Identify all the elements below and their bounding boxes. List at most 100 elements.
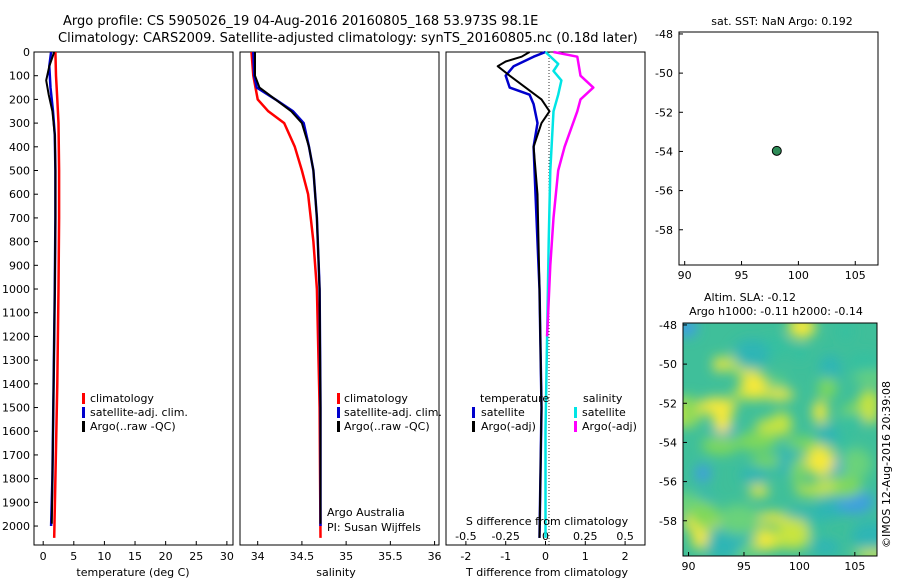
t-diff-xlabel: T difference from climatology <box>465 566 628 579</box>
legend-salinity-heading: salinity <box>583 392 623 405</box>
series-line <box>496 51 551 538</box>
sla-patch <box>838 323 853 342</box>
sla-patch <box>788 323 816 339</box>
series-line <box>250 51 322 538</box>
map-x-tick-label: 90 <box>678 269 692 282</box>
legend-argo: Argo(..raw -QC) <box>344 420 430 433</box>
sla-patch <box>814 479 838 492</box>
sla-patch <box>786 437 821 449</box>
sla-patch <box>853 371 877 384</box>
x-tick-label: 0 <box>542 550 549 563</box>
depth-tick-label: 600 <box>9 188 30 201</box>
map-x-tick-label: 105 <box>845 269 866 282</box>
location-panel: sat. SST: NaN Argo: 0.192 -48 -50 -52 -54 -5… <box>655 15 879 282</box>
sla-patch <box>689 502 719 528</box>
legend-t-argo: Argo(-adj) <box>481 420 536 433</box>
sla-patch <box>757 512 788 524</box>
depth-tick-label: 400 <box>9 141 30 154</box>
temperature-plot-frame <box>33 51 234 546</box>
sla-patch <box>769 376 786 389</box>
sla-patch <box>732 338 770 370</box>
x-tick-label: -1 <box>500 550 511 563</box>
sla-patch <box>712 406 732 434</box>
legend-t-satellite-swatch <box>472 407 475 418</box>
salinity-lines <box>250 51 322 538</box>
s-diff-xlabel: S difference from climatology <box>466 515 629 528</box>
temperature-lines <box>45 51 61 538</box>
sla-patch <box>812 400 828 424</box>
x2-tick-label: 0.5 <box>616 530 634 543</box>
series-line <box>254 52 322 524</box>
difference-legend: temperature satellite Argo(-adj) salinit… <box>472 392 637 433</box>
map-x-tick-label: 105 <box>844 560 865 573</box>
map-y-tick-label: -48 <box>655 28 673 41</box>
series-line <box>544 51 563 538</box>
sla-patch <box>713 356 727 373</box>
map-y-tick-label: -50 <box>659 358 677 371</box>
sla-patch <box>736 431 777 451</box>
sla-patch <box>717 504 760 535</box>
legend-s-argo-swatch <box>574 421 577 432</box>
depth-tick-label: 1200 <box>2 330 30 343</box>
depth-axis: 0 100 200 300 400 500 600 700 800 900 1000 1100 1200… <box>2 46 450 533</box>
x-tick-label: 10 <box>97 550 111 563</box>
x2-tick-label: 0.25 <box>573 530 598 543</box>
x-tick-label: 2 <box>622 550 629 563</box>
location-axes: -48 -50 -52 -54 -56 -58 90 95 100 105 <box>655 28 866 282</box>
x-tick-label: 35 <box>339 550 353 563</box>
map-y-tick-label: -54 <box>655 145 673 158</box>
x2-tick-label: -0.5 <box>455 530 476 543</box>
sla-patch <box>754 526 774 552</box>
x-tick-label: 0 <box>40 550 47 563</box>
map-x-tick-label: 90 <box>682 560 696 573</box>
depth-tick-label: 1100 <box>2 307 30 320</box>
salinity-xlabel: salinity <box>316 566 356 579</box>
depth-tick-label: 900 <box>9 259 30 272</box>
x-tick-label: 36 <box>428 550 442 563</box>
depth-tick-label: 800 <box>9 236 30 249</box>
location-plot-frame <box>678 31 879 266</box>
map-y-tick-label: -58 <box>659 515 677 528</box>
sla-patch <box>841 413 864 429</box>
credit-text: Argo Australia <box>327 506 405 519</box>
sla-anomaly-patches <box>683 323 877 556</box>
temperature-x-ticks: 0 5 10 15 20 25 30 <box>40 541 234 563</box>
x2-tick-label: -0.25 <box>491 530 519 543</box>
map-y-tick-label: -50 <box>655 67 673 80</box>
map-y-tick-label: -56 <box>659 476 677 489</box>
sla-patch <box>751 455 782 467</box>
sla-patch <box>739 466 769 483</box>
sla-patch <box>807 516 822 540</box>
imos-stamp: ©IMOS 12-Aug-2016 20:39:08 <box>880 381 893 548</box>
legend-satellite-swatch <box>82 407 85 418</box>
depth-tick-label: 100 <box>9 70 30 83</box>
salinity-panel: 34 34.5 35 35.5 36 salinity climatology sate… <box>239 51 442 579</box>
depth-tick-label: 0 <box>23 46 30 59</box>
depth-tick-label: 2000 <box>2 520 30 533</box>
sla-patch <box>815 424 840 445</box>
legend-argo-swatch <box>82 421 85 432</box>
sla-panel: Altim. SLA: -0.12 Argo h1000: -0.11 h200… <box>659 291 878 573</box>
x-tick-label: 35.5 <box>378 550 403 563</box>
location-points <box>771 145 782 156</box>
legend-t-satellite: satellite <box>481 406 525 419</box>
difference-x-ticks: -2 -1 0 1 2-0.5 -0.25 0 0.25 0.5 <box>455 530 634 563</box>
depth-tick-label: 500 <box>9 165 30 178</box>
sla-patch <box>847 352 877 376</box>
legend-t-argo-swatch <box>472 421 475 432</box>
x-tick-label: 34.5 <box>290 550 315 563</box>
x-tick-label: 34 <box>251 550 265 563</box>
sla-patch <box>805 445 836 476</box>
map-x-tick-label: 95 <box>735 269 749 282</box>
sla-patch <box>705 532 743 556</box>
map-y-tick-label: -52 <box>655 106 673 119</box>
legend-climatology: climatology <box>90 392 154 405</box>
sla-patch <box>791 456 805 487</box>
temperature-xlabel: temperature (deg C) <box>76 566 189 579</box>
sla-patch <box>740 371 768 397</box>
depth-tick-label: 1900 <box>2 496 30 509</box>
x-tick-label: 20 <box>159 550 173 563</box>
sla-patch <box>824 475 863 498</box>
sla-patch <box>810 538 841 556</box>
legend-argo-swatch <box>337 421 340 432</box>
